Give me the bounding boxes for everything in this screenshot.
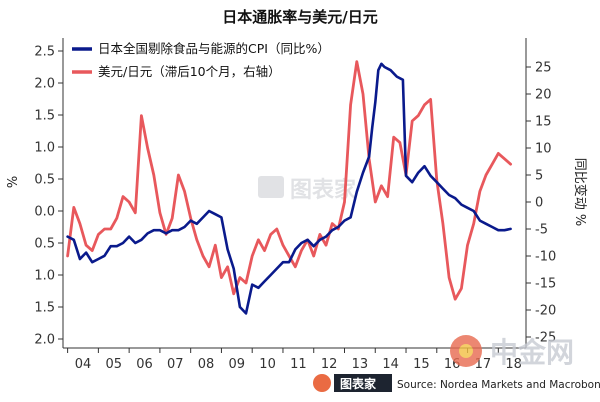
source-note: Source: Nordea Markets and Macrobond [397,379,600,391]
x-tick-label: 05 [105,357,122,372]
right-tick-label: 15 [535,115,552,130]
left-tick-label: 0.0 [34,205,55,220]
x-tick-label: 09 [229,357,246,372]
series-layer [66,60,513,315]
footer-logo-text: 图表家 [340,376,377,391]
left-tick-label: 2.5 [34,45,55,60]
x-axis-ticks: 04 05 06 07 08 09 10 11 12 13 14 15 16 17 18 [67,348,522,372]
left-tick-label: 1.5 [34,301,55,316]
watermark: 图表家 [258,176,357,203]
left-tick-label: 0.5 [34,237,55,252]
x-tick-label: 04 [75,357,92,372]
x-tick-label: 13 [352,357,369,372]
corner-watermark-text: 中金网 [490,336,574,369]
right-axis-title: 同比变动 % [572,158,588,227]
right-tick-label: 10 [535,142,552,157]
x-tick-label: 08 [198,357,215,372]
series-line-cpi [66,62,512,315]
left-tick-label: 1.0 [34,141,55,156]
right-tick-label: -25 [535,331,556,346]
right-tick-label: 5 [535,169,543,184]
x-tick-label: 11 [290,357,307,372]
x-tick-label: 10 [259,357,276,372]
left-tick-label: 2.0 [34,333,55,348]
left-tick-label: 1.0 [34,269,55,284]
left-tick-label: 2.0 [34,77,55,92]
legend: 日本全国剔除食品与能源的CPI（同比%） 美元/日元（滞后10个月，右轴） [72,41,330,79]
legend-label-cpi: 日本全国剔除食品与能源的CPI（同比%） [98,41,330,56]
x-tick-label: 06 [136,357,153,372]
x-tick-label: 17 [475,357,492,372]
x-tick-label: 14 [382,357,399,372]
right-tick-label: 25 [535,61,552,76]
x-tick-label: 12 [321,357,338,372]
corner-watermark-logo-inner [459,344,473,358]
left-axis-ticks: 2.5 2.0 1.5 1.0 0.5 0.0 0.5 1.0 1.5 2.0 [34,45,63,348]
chart-title: 日本通胀率与美元/日元 [222,8,377,26]
right-tick-label: -10 [535,250,556,265]
left-tick-label: 0.5 [34,173,55,188]
left-tick-label: 1.5 [34,109,55,124]
right-tick-label: -5 [535,223,548,238]
x-tick-label: 18 [505,357,522,372]
right-tick-label: 20 [535,88,552,103]
x-tick-label: 15 [413,357,430,372]
footer-logo-icon [313,374,331,392]
watermark-logo-icon [258,176,284,198]
right-tick-label: 0 [535,196,543,211]
footer: 图表家 Source: Nordea Markets and Macrobond [313,374,600,392]
left-axis-title: % [6,176,21,188]
right-axis-ticks: 25 20 15 10 5 0 -5 -10 -15 -20 -25 [526,61,556,346]
legend-label-usdjpy: 美元/日元（滞后10个月，右轴） [98,64,281,79]
corner-watermark: 中金网 [450,335,574,369]
x-tick-label: 07 [167,357,184,372]
footer-logo-box [334,374,392,392]
right-tick-label: -20 [535,304,556,319]
right-tick-label: -15 [535,277,556,292]
